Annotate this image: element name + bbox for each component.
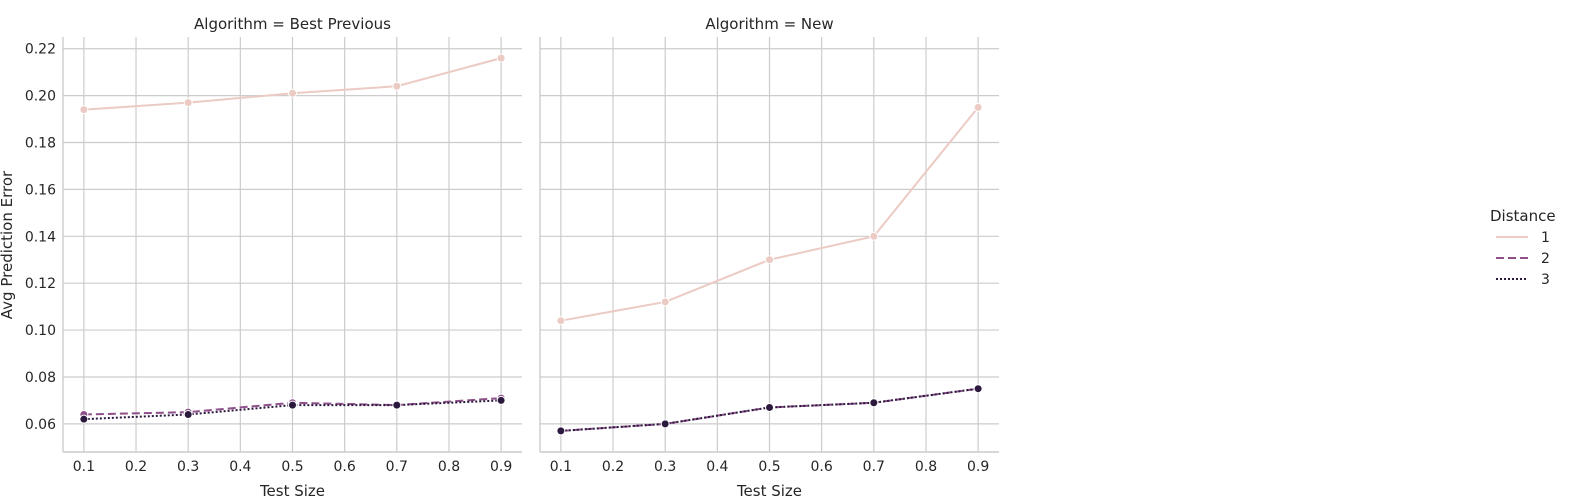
x-axis-label: Test Size (259, 482, 325, 500)
y-tick-label: 0.12 (25, 276, 56, 292)
chart-panels: 0.1 0.2 0.3 0.4 0.5 0.6 0.7 0.8 0.9 0.06 0.08 0.10 0… (25, 15, 999, 500)
data-point-1 (496, 53, 506, 63)
panel-title: Algorithm = Best Previous (194, 15, 391, 33)
data-point-1 (556, 316, 566, 326)
legend-label-2: 2 (1541, 251, 1550, 267)
data-point-1 (79, 105, 89, 115)
panel-title: Algorithm = New (705, 15, 833, 33)
x-tick-label: 0.5 (281, 459, 303, 475)
x-tick-label: 0.5 (758, 459, 780, 475)
data-point-1 (660, 297, 670, 307)
series-line-3 (560, 387, 979, 432)
data-point-3 (79, 414, 89, 424)
data-point-1 (973, 102, 983, 112)
y-tick-label: 0.06 (25, 417, 56, 433)
panel-1: 0.1 0.2 0.3 0.4 0.5 0.6 0.7 0.8 0.9 0.06 0.08 0.10 0… (25, 15, 522, 500)
data-point-3 (183, 409, 193, 419)
data-point-1 (392, 81, 402, 91)
data-point-1 (288, 88, 297, 98)
data-point-3 (556, 426, 566, 436)
x-tick-label: 0.8 (438, 459, 460, 475)
data-point-3 (765, 402, 774, 412)
legend-label-3: 3 (1541, 272, 1550, 288)
x-tick-label: 0.9 (967, 459, 989, 475)
x-tick-label: 0.3 (654, 459, 676, 475)
x-tick-label: 0.4 (229, 459, 251, 475)
x-tick-label: 0.1 (550, 459, 572, 475)
data-point-1 (869, 231, 879, 241)
data-point-3 (392, 400, 402, 410)
legend-title: Distance (1490, 207, 1556, 225)
y-tick-label: 0.18 (25, 136, 56, 152)
x-tick-label: 0.3 (177, 459, 199, 475)
x-tick-label: 0.2 (602, 459, 624, 475)
data-point-1 (765, 255, 774, 265)
y-axis-label: Avg Prediction Error (0, 170, 16, 319)
x-tick-label: 0.8 (915, 459, 937, 475)
y-tick-label: 0.08 (25, 370, 56, 386)
data-point-3 (869, 398, 879, 408)
x-tick-label: 0.7 (863, 459, 885, 475)
x-tick-label: 0.9 (490, 459, 512, 475)
x-tick-label: 0.6 (334, 459, 356, 475)
data-point-3 (496, 395, 506, 405)
legend: Distance 1 2 3 (1490, 207, 1556, 288)
x-tick-label: 0.7 (386, 459, 408, 475)
y-tick-label: 0.20 (25, 89, 56, 105)
x-tick-label: 0.6 (811, 459, 833, 475)
x-tick-label: 0.4 (706, 459, 728, 475)
y-tick-label: 0.16 (25, 182, 56, 198)
panel-2: 0.1 0.2 0.3 0.4 0.5 0.6 0.7 0.8 0.9 Algorithm = N… (539, 15, 999, 500)
legend-label-1: 1 (1541, 230, 1550, 246)
y-tick-label: 0.10 (25, 323, 56, 339)
x-axis-label: Test Size (736, 482, 802, 500)
data-point-3 (288, 400, 297, 410)
x-tick-label: 0.1 (73, 459, 95, 475)
data-point-3 (973, 384, 983, 394)
data-point-3 (660, 419, 670, 429)
data-point-1 (183, 98, 193, 108)
y-tick-label: 0.22 (25, 42, 56, 58)
x-tick-label: 0.2 (125, 459, 147, 475)
y-tick-label: 0.14 (25, 229, 56, 245)
